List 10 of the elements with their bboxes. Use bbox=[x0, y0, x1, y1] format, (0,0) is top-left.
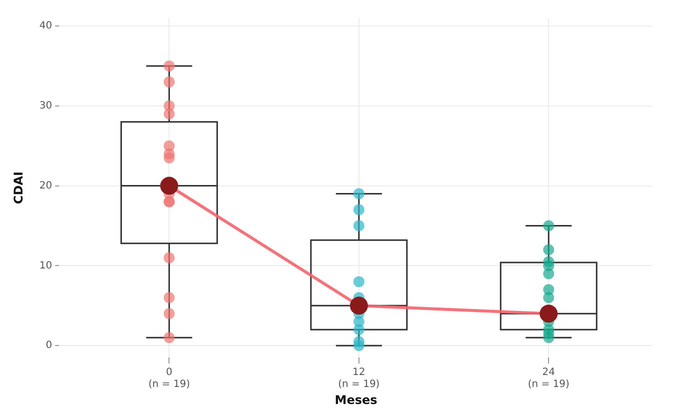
x-tick-label: 12 (n = 19) bbox=[338, 367, 380, 390]
y-tick-label: 0 bbox=[46, 340, 52, 352]
x-tick-label: 24 (n = 19) bbox=[528, 367, 570, 390]
y-tick-label: 10 bbox=[39, 260, 52, 272]
y-tick-label: 30 bbox=[39, 100, 52, 112]
x-tick-label: 0 (n = 19) bbox=[148, 367, 190, 390]
x-axis-title: Meses bbox=[334, 392, 378, 407]
y-tick-label: 40 bbox=[39, 20, 52, 32]
y-axis-title: CDAI bbox=[11, 172, 26, 204]
y-tick-label: 20 bbox=[39, 180, 52, 192]
